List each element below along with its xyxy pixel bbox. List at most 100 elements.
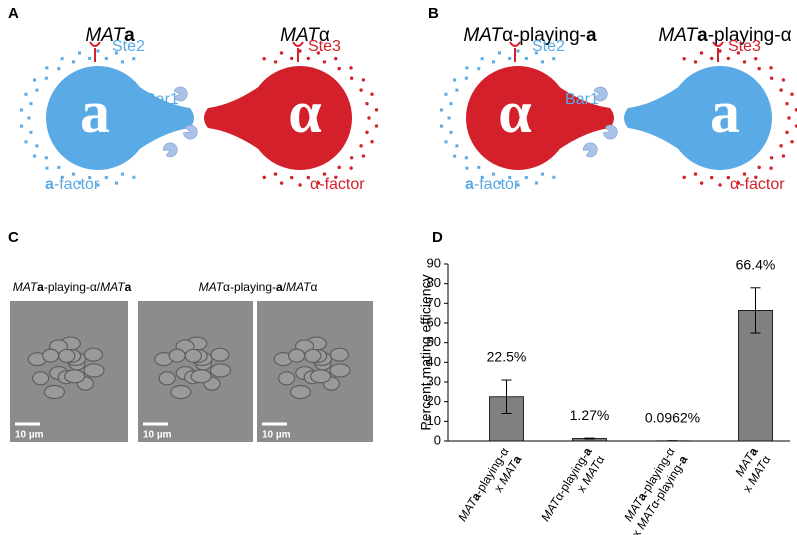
pheromone xyxy=(781,154,786,158)
pheromone xyxy=(35,88,39,92)
y-tick-label: 40 xyxy=(427,354,441,369)
pheromone xyxy=(359,88,363,92)
pheromone xyxy=(44,156,48,160)
pheromone-label: α-factor xyxy=(310,176,365,193)
panel-label: A xyxy=(8,5,19,22)
pheromone xyxy=(78,181,82,185)
pheromone xyxy=(492,60,496,64)
yeast-cell xyxy=(170,384,192,400)
yeast-cell xyxy=(158,371,176,386)
pheromone xyxy=(132,57,136,61)
pheromone xyxy=(370,140,374,144)
pheromone xyxy=(306,56,311,61)
pheromone xyxy=(114,51,118,55)
pheromone xyxy=(508,176,512,180)
receptor-label: Ste3 xyxy=(728,38,761,55)
receptor-label: Ste2 xyxy=(532,38,565,55)
pheromone xyxy=(682,175,686,180)
text-part: α-factor xyxy=(310,176,365,193)
y-tick-label: 0 xyxy=(434,432,441,447)
pheromone xyxy=(757,66,761,71)
pheromone xyxy=(699,181,704,185)
pheromone xyxy=(465,66,469,70)
pheromone xyxy=(44,76,48,80)
pheromone-label: a-factor xyxy=(45,176,100,193)
value-label: 22.5% xyxy=(487,349,527,365)
pheromone xyxy=(370,92,374,96)
value-label: 0.0962% xyxy=(645,409,700,425)
yeast-cell xyxy=(43,384,66,400)
cell-letter: a xyxy=(710,79,740,145)
yeast-cell xyxy=(168,348,186,363)
pheromone xyxy=(334,175,338,179)
yeast-cell xyxy=(190,369,212,384)
yeast-cell xyxy=(64,369,86,384)
scale-bar-label: 10 µm xyxy=(15,430,44,441)
pheromone xyxy=(754,175,758,179)
text-part: MAT xyxy=(199,280,225,294)
pheromone xyxy=(455,88,459,92)
pheromone xyxy=(769,76,774,80)
pheromone xyxy=(444,140,448,144)
pheromone xyxy=(794,108,797,112)
pheromone xyxy=(709,175,714,180)
pheromone xyxy=(453,154,457,158)
pheromone xyxy=(794,124,797,128)
pheromone-label: a-factor xyxy=(465,176,520,193)
yeast-cell xyxy=(58,348,76,363)
text-part: a xyxy=(586,25,597,46)
pheromone xyxy=(769,66,773,70)
text-part: α-factor xyxy=(730,176,785,193)
pheromone xyxy=(699,51,704,55)
y-axis-label: Percent mating efficiency xyxy=(418,274,434,430)
text-part: α-playing- xyxy=(223,280,276,294)
pheromone xyxy=(367,116,371,120)
cell-projection xyxy=(126,77,194,159)
y-tick-label: 80 xyxy=(427,275,441,290)
pheromone xyxy=(709,56,714,61)
pheromone xyxy=(524,176,528,180)
protease-label: Bar1 xyxy=(145,91,179,108)
pheromone xyxy=(726,175,731,180)
receptor xyxy=(292,41,304,47)
pheromone xyxy=(33,78,37,82)
pheromone xyxy=(736,51,741,55)
pheromone xyxy=(769,156,774,160)
panel-label: B xyxy=(428,5,439,22)
pheromone xyxy=(120,172,124,176)
cell-title: MATα-playing-a xyxy=(463,25,597,46)
pheromone xyxy=(374,124,379,128)
yeast-cell xyxy=(329,363,351,378)
text-part: MAT xyxy=(658,25,698,46)
pheromone xyxy=(444,92,448,96)
pheromone xyxy=(57,165,61,169)
panel-label: D xyxy=(432,229,443,246)
receptor-label: Ste2 xyxy=(112,38,145,55)
pheromone xyxy=(279,51,284,55)
bar1-protease xyxy=(163,142,178,158)
pheromone xyxy=(57,67,61,71)
pheromone xyxy=(27,116,31,120)
pheromone xyxy=(693,60,698,64)
pheromone xyxy=(540,172,544,176)
pheromone xyxy=(718,183,722,187)
pheromone xyxy=(365,101,369,106)
pheromone xyxy=(787,116,791,120)
pheromone xyxy=(88,176,92,180)
pheromone xyxy=(322,172,327,176)
pheromone xyxy=(45,66,49,70)
pheromone xyxy=(298,183,302,187)
cell-letter: a xyxy=(80,79,110,145)
text-part: α xyxy=(310,280,317,294)
pheromone xyxy=(447,116,451,120)
pheromone xyxy=(349,156,354,160)
cell-projection xyxy=(204,77,272,159)
pheromone xyxy=(508,56,512,60)
cell-title: MATa-playing-α xyxy=(658,25,791,46)
pheromone xyxy=(132,175,136,179)
text-part: a xyxy=(276,280,283,294)
cell-letter: α xyxy=(288,79,322,145)
pheromone xyxy=(465,166,469,170)
pheromone xyxy=(769,166,773,170)
